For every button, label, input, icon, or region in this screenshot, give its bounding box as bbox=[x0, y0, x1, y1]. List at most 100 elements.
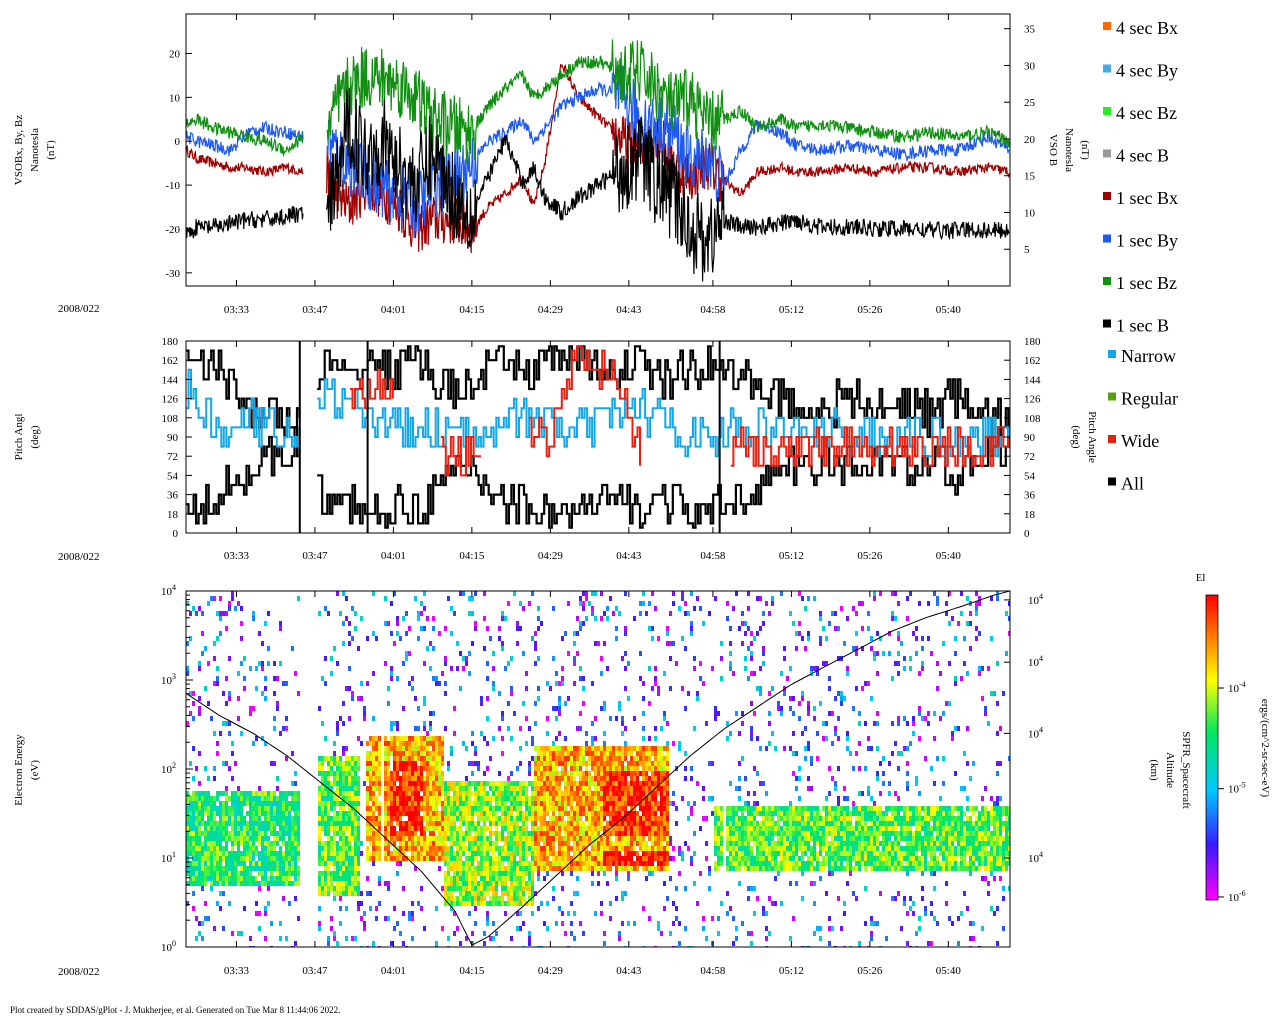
spectrogram-cell bbox=[519, 786, 522, 791]
spectrogram-cell bbox=[582, 781, 585, 786]
spectrogram-cell bbox=[510, 856, 513, 861]
spectrogram-cell bbox=[441, 926, 444, 931]
spectrogram-cell bbox=[426, 766, 429, 771]
spectrogram-cell bbox=[459, 876, 462, 881]
spectrogram-cell bbox=[630, 801, 633, 806]
spectrogram-cell bbox=[201, 631, 204, 636]
spectrogram-cell bbox=[432, 796, 435, 801]
spectrogram-cell bbox=[639, 761, 642, 766]
spectrogram-cell bbox=[783, 841, 786, 846]
spectrogram-cell bbox=[621, 656, 624, 661]
spectrogram-cell bbox=[468, 871, 471, 876]
spectrogram-cell bbox=[423, 856, 426, 861]
spectrogram-cell bbox=[558, 806, 561, 811]
spectrogram-cell bbox=[537, 836, 540, 841]
spectrogram-cell bbox=[372, 801, 375, 806]
spectrogram-cell bbox=[594, 801, 597, 806]
spectrogram-cell bbox=[375, 846, 378, 851]
spectrogram-cell bbox=[363, 781, 366, 786]
spectrogram-cell bbox=[192, 831, 195, 836]
spectrogram-cell bbox=[573, 781, 576, 786]
spectrogram-cell bbox=[537, 796, 540, 801]
spectrogram-cell bbox=[402, 736, 405, 741]
spectrogram-cell bbox=[552, 751, 555, 756]
spectrogram-cell bbox=[600, 866, 603, 871]
spectrogram-cell bbox=[423, 626, 426, 631]
spectrogram-cell bbox=[408, 826, 411, 831]
spectrogram-cell bbox=[660, 861, 663, 866]
spectrogram-cell bbox=[510, 796, 513, 801]
spectrogram-cell bbox=[612, 766, 615, 771]
spectrogram-cell bbox=[219, 631, 222, 636]
spectrogram-cell bbox=[522, 826, 525, 831]
spectrogram-cell bbox=[390, 666, 393, 671]
spectrogram-cell bbox=[627, 746, 630, 751]
spectrogram-cell bbox=[318, 791, 321, 796]
spectrogram-cell bbox=[255, 791, 258, 796]
spectrogram-cell bbox=[507, 836, 510, 841]
spectrogram-cell bbox=[588, 841, 591, 846]
spectrogram-cell bbox=[618, 841, 621, 846]
spectrogram-cell bbox=[576, 876, 579, 881]
spectrogram-cell bbox=[423, 811, 426, 816]
spectrogram-cell bbox=[333, 891, 336, 896]
spectrogram-cell bbox=[420, 846, 423, 851]
spectrogram-cell bbox=[297, 871, 300, 876]
spectrogram-cell bbox=[192, 846, 195, 851]
spectrogram-cell bbox=[615, 896, 618, 901]
spectrogram-cell bbox=[189, 871, 192, 876]
spectrogram-cell bbox=[333, 821, 336, 826]
spectrogram-cell bbox=[603, 826, 606, 831]
spectrogram-cell bbox=[471, 931, 474, 936]
spectrogram-cell bbox=[666, 761, 669, 766]
spectrogram-cell bbox=[408, 651, 411, 656]
spectrogram-cell bbox=[483, 856, 486, 861]
spectrogram-cell bbox=[636, 811, 639, 816]
spectrogram-cell bbox=[420, 766, 423, 771]
spectrogram-cell bbox=[486, 886, 489, 891]
spectrogram-cell bbox=[489, 756, 492, 761]
spectrogram-cell bbox=[597, 816, 600, 821]
spectrogram-cell bbox=[207, 836, 210, 841]
spectrogram-cell bbox=[411, 676, 414, 681]
spectrogram-cell bbox=[597, 791, 600, 796]
spectrogram-cell bbox=[261, 806, 264, 811]
spectrogram-cell bbox=[675, 906, 678, 911]
spectrogram-cell bbox=[273, 791, 276, 796]
spectrogram-cell bbox=[606, 796, 609, 801]
spectrogram-cell bbox=[426, 851, 429, 856]
spectrogram-cell bbox=[639, 841, 642, 846]
spectrogram-cell bbox=[432, 756, 435, 761]
spectrogram-cell bbox=[285, 851, 288, 856]
spectrogram-cell bbox=[579, 831, 582, 836]
spectrogram-cell bbox=[609, 851, 612, 856]
spectrogram-cell bbox=[543, 806, 546, 811]
spectrogram-cell bbox=[294, 871, 297, 876]
spectrogram-cell bbox=[402, 741, 405, 746]
spectrogram-cell bbox=[732, 836, 735, 841]
spectrogram-cell bbox=[540, 826, 543, 831]
spectrogram-cell bbox=[198, 831, 201, 836]
spectrogram-cell bbox=[750, 941, 753, 946]
magnetic-field-frame bbox=[185, 13, 1011, 287]
spectrogram-cell bbox=[369, 766, 372, 771]
spectrogram-cell bbox=[351, 846, 354, 851]
spectrogram-cell bbox=[417, 791, 420, 796]
spectrogram-cell bbox=[537, 841, 540, 846]
spectrogram-cell bbox=[684, 776, 687, 781]
spectrogram-cell bbox=[600, 671, 603, 676]
spectrogram-cell bbox=[276, 866, 279, 871]
spectrogram-cell bbox=[672, 641, 675, 646]
spectrogram-cell bbox=[351, 821, 354, 826]
spectrogram-cell bbox=[426, 841, 429, 846]
spectrogram-cell bbox=[762, 841, 765, 846]
spectrogram-cell bbox=[216, 841, 219, 846]
spectrogram-cell bbox=[654, 606, 657, 611]
spectrogram-cell bbox=[435, 741, 438, 746]
spectrogram-cell bbox=[522, 881, 525, 886]
spectrogram-cell bbox=[258, 866, 261, 871]
spectrogram-cell bbox=[258, 826, 261, 831]
spectrogram-cell bbox=[603, 816, 606, 821]
spectrogram-cell bbox=[741, 851, 744, 856]
spectrogram-cell bbox=[255, 836, 258, 841]
